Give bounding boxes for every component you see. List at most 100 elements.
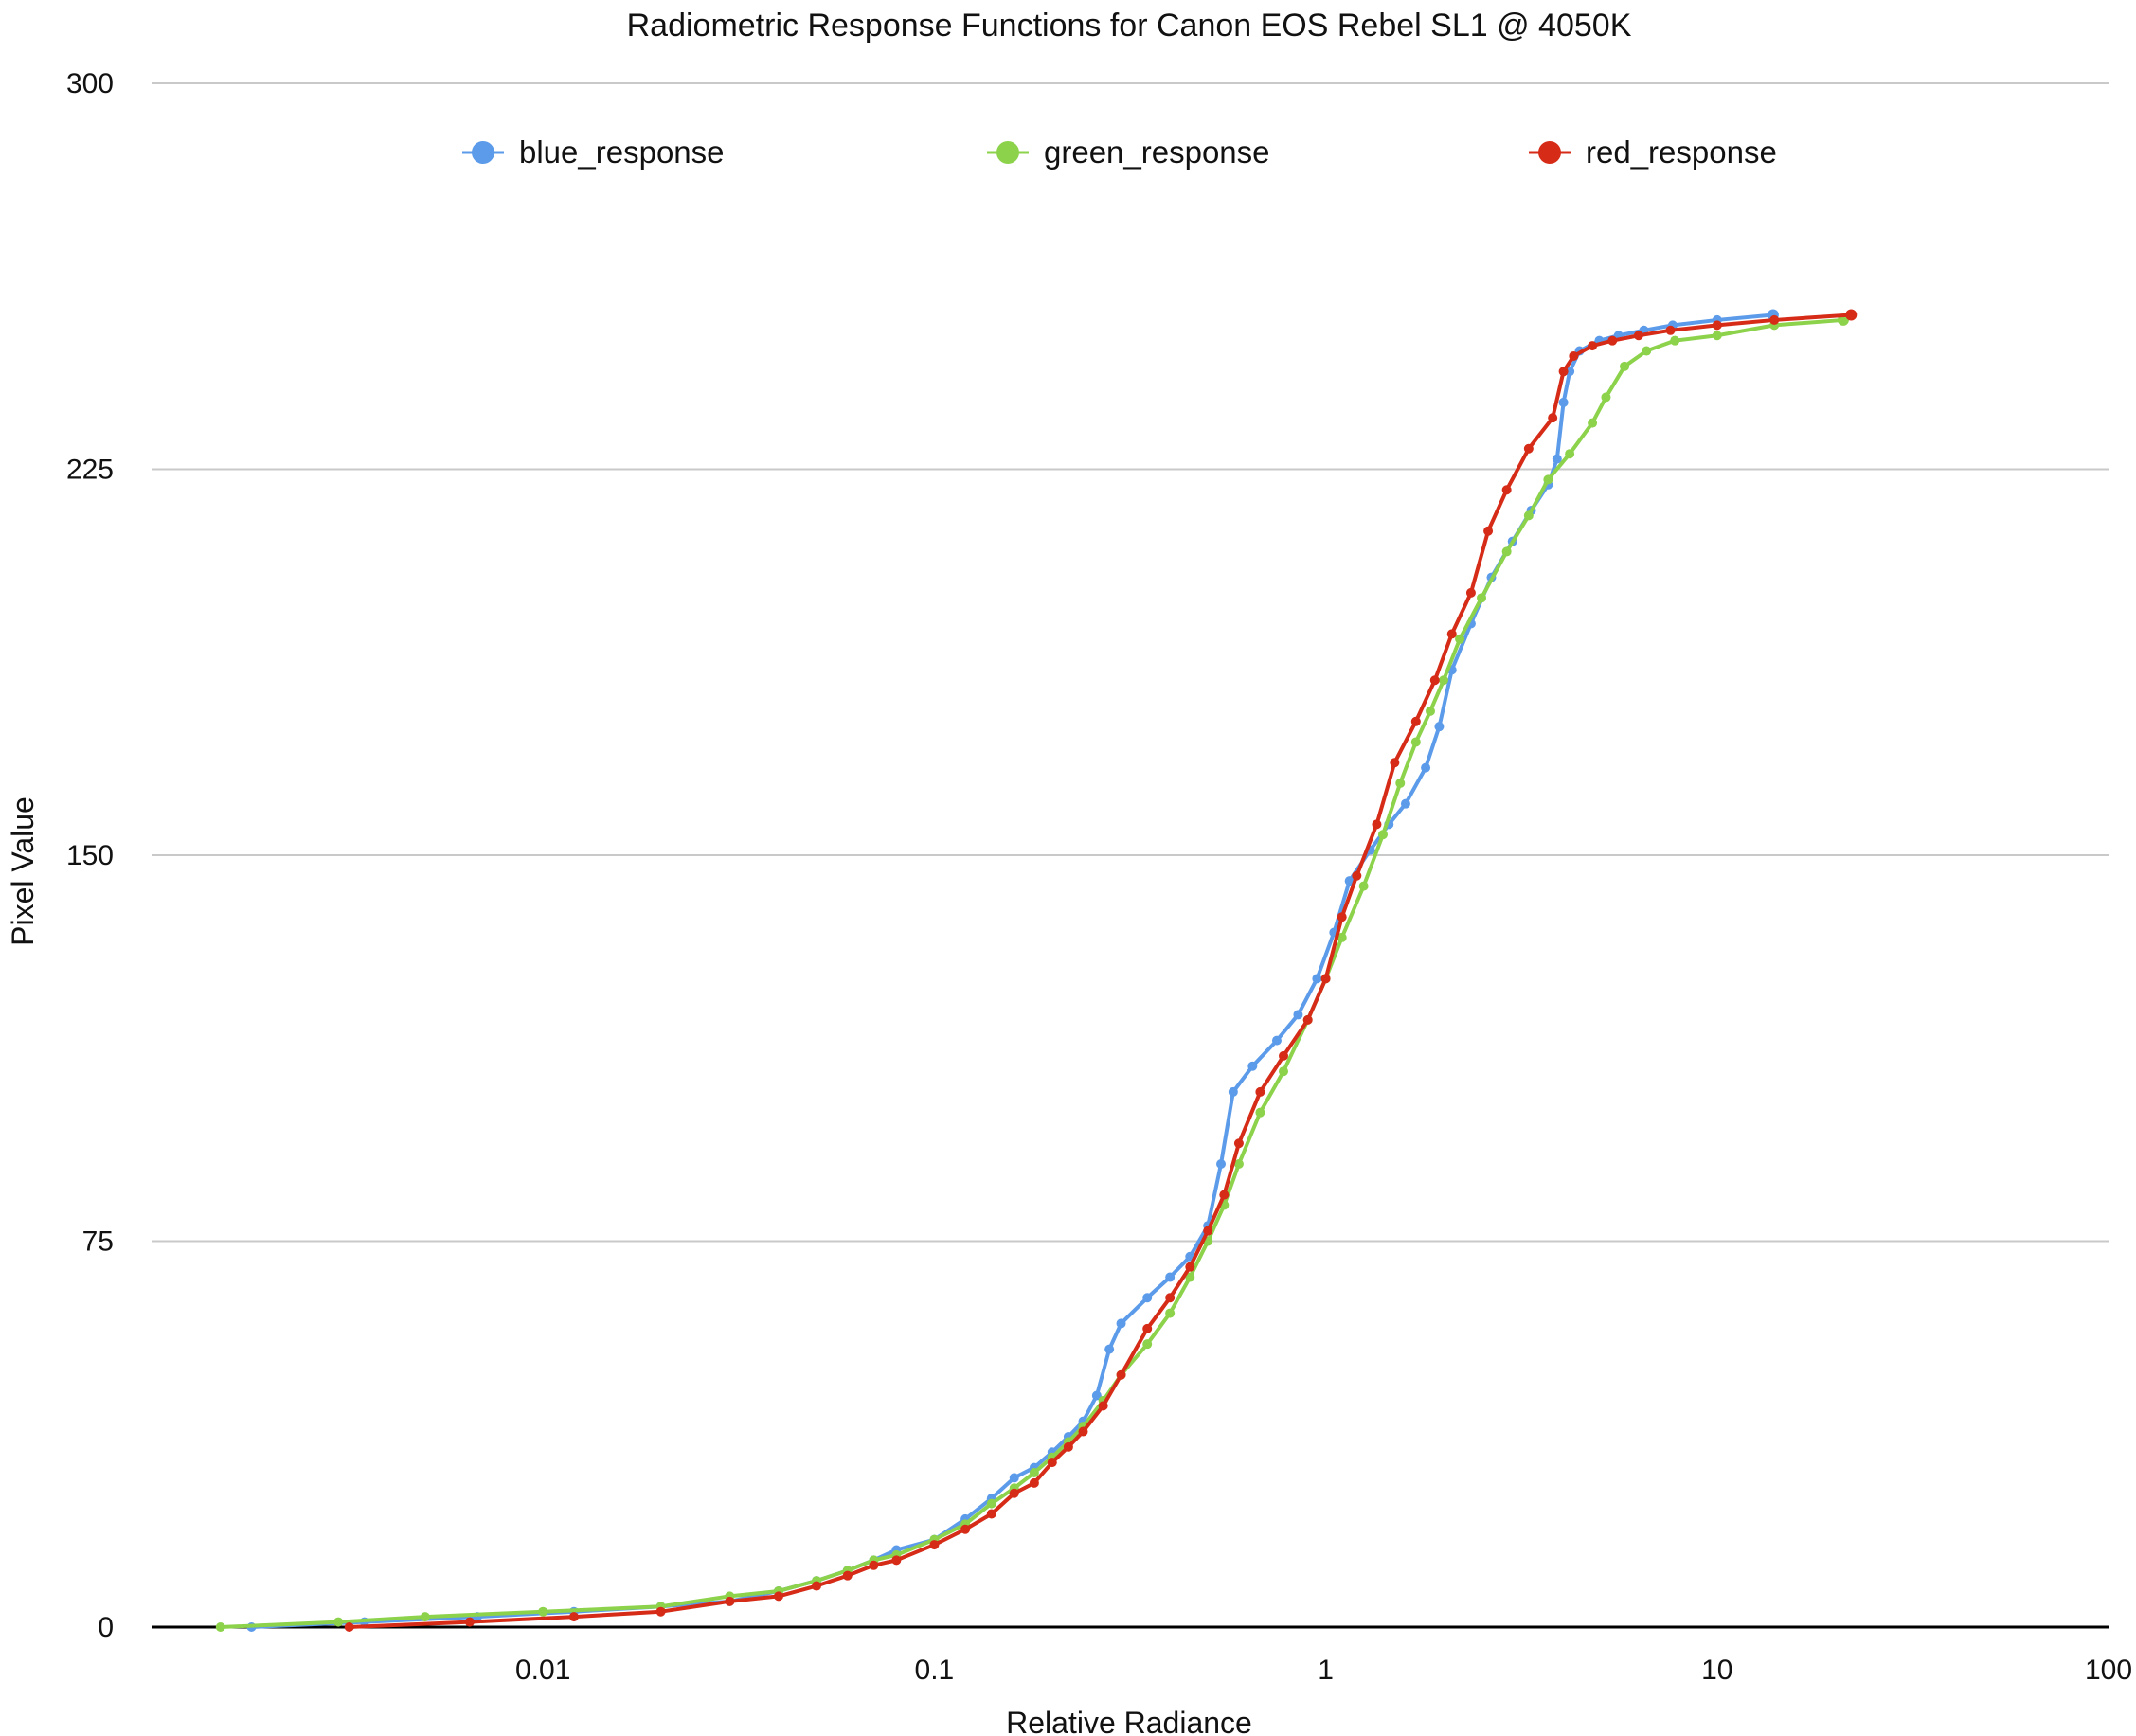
series-point — [1216, 1159, 1227, 1169]
series-point — [1078, 1426, 1088, 1437]
series-point — [1352, 870, 1362, 881]
series-point — [1203, 1226, 1213, 1236]
series-point — [1465, 587, 1476, 598]
x-tick-label: 10 — [1701, 1655, 1732, 1686]
series-point — [1523, 443, 1534, 454]
y-tick-label: 75 — [82, 1226, 114, 1258]
series-point — [1372, 819, 1382, 830]
series-point — [1228, 1086, 1238, 1097]
series-point — [464, 1617, 475, 1627]
series-point — [1642, 346, 1652, 356]
series-point — [1501, 546, 1512, 557]
series-point — [1390, 758, 1400, 768]
series-point — [1429, 675, 1440, 686]
legend-label: blue_response — [519, 134, 725, 170]
series-point — [1712, 331, 1722, 341]
series-point — [1588, 418, 1598, 428]
legend-label: red_response — [1586, 134, 1777, 170]
series-point — [1320, 974, 1331, 984]
series-point — [1601, 392, 1611, 403]
series-point — [1558, 367, 1569, 377]
series-point — [1523, 510, 1534, 521]
series-point — [1670, 335, 1680, 346]
grid-layer — [152, 82, 2109, 1243]
series-point — [1116, 1369, 1126, 1380]
series-point — [1247, 1061, 1258, 1071]
series-point — [1142, 1293, 1153, 1303]
x-tick-label: 0.01 — [515, 1655, 570, 1686]
series-group — [344, 309, 1858, 1632]
series-point — [1009, 1473, 1019, 1483]
series-point — [1377, 830, 1388, 840]
axis-layer: 0 75 150 225 300 0.01 0.1 1 10 100 — [66, 68, 2132, 1686]
series-point — [1446, 629, 1457, 639]
series-point — [1588, 341, 1598, 351]
series-group — [215, 313, 1849, 1632]
series-point — [842, 1570, 853, 1581]
series-point — [986, 1509, 996, 1519]
series-point — [568, 1612, 579, 1622]
series-point — [1142, 1339, 1153, 1350]
series-point — [929, 1540, 940, 1550]
series-point — [1358, 881, 1369, 891]
y-tick-label: 300 — [66, 68, 114, 99]
series-point — [1552, 454, 1562, 464]
series-point — [1165, 1272, 1176, 1282]
legend-layer: blue_response green_response red_response — [462, 134, 1777, 170]
series-point — [1047, 1458, 1057, 1468]
series-point — [1477, 593, 1487, 603]
series-point — [1438, 675, 1448, 686]
series-point — [1410, 737, 1421, 747]
series-point — [773, 1591, 783, 1602]
series-point — [1434, 722, 1445, 732]
legend-item: blue_response — [462, 134, 725, 170]
series-point — [1302, 1014, 1313, 1025]
series-point — [1063, 1441, 1073, 1452]
series-point — [1665, 325, 1676, 335]
series-point — [1233, 1159, 1244, 1169]
series-point — [1255, 1086, 1265, 1097]
series-point — [1185, 1262, 1195, 1272]
y-tick-label: 150 — [66, 840, 114, 871]
series-point — [725, 1596, 735, 1606]
series-point — [420, 1612, 430, 1622]
series-point — [1029, 1468, 1039, 1477]
series-point — [1185, 1272, 1195, 1282]
series-point — [1142, 1323, 1153, 1333]
series-point — [1425, 706, 1435, 716]
series-point — [1483, 526, 1494, 536]
series-point — [655, 1606, 666, 1617]
x-tick-label: 100 — [2085, 1655, 2132, 1686]
series-point — [960, 1524, 971, 1534]
series-point — [1116, 1318, 1126, 1329]
series-point — [1558, 397, 1569, 407]
series-line — [249, 313, 1775, 1629]
series-point — [1565, 449, 1575, 459]
series-point — [1279, 1050, 1289, 1061]
series-line — [347, 313, 1854, 1629]
series-point — [1395, 778, 1406, 788]
series-point — [1279, 1066, 1289, 1077]
series-point — [1009, 1488, 1019, 1498]
series-point — [1293, 1010, 1303, 1020]
series-point — [1633, 331, 1643, 341]
series-point — [891, 1555, 902, 1566]
series-point — [869, 1560, 879, 1570]
series-point — [1569, 350, 1579, 361]
series-point — [1165, 1308, 1176, 1318]
series-point — [1620, 361, 1630, 371]
series-line — [218, 317, 1845, 1629]
series-point — [215, 1622, 225, 1632]
series-point — [1271, 1035, 1282, 1046]
series-layer — [215, 309, 1858, 1632]
y-tick-label: 0 — [98, 1612, 114, 1643]
series-point — [538, 1606, 548, 1617]
series-point — [1337, 912, 1347, 922]
series-point — [1421, 762, 1431, 773]
y-axis-title: Pixel Value — [6, 796, 40, 946]
series-point — [1501, 485, 1512, 495]
series-point — [1344, 876, 1355, 886]
legend-label: green_response — [1044, 134, 1270, 170]
series-point — [812, 1581, 822, 1591]
